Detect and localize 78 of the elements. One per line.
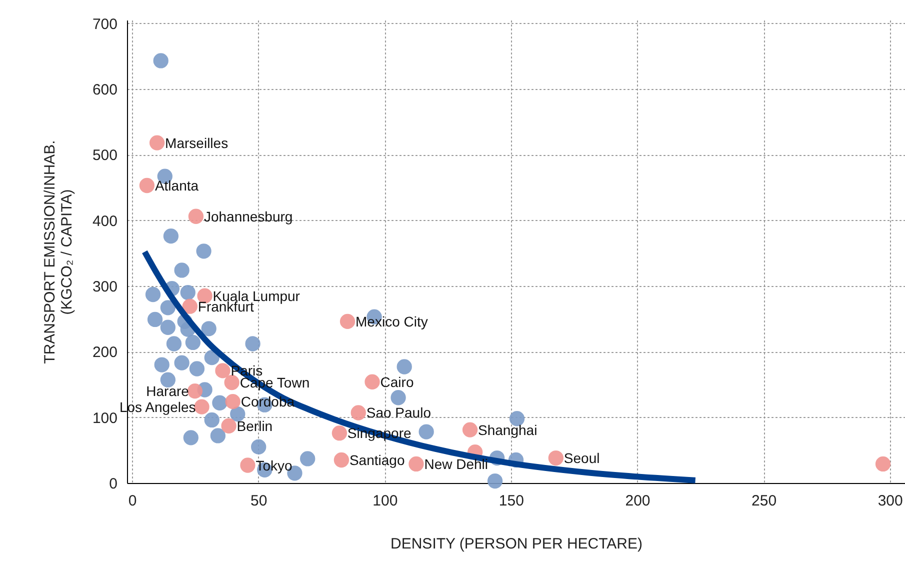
point [174,355,190,370]
point [145,286,161,302]
x-tick-label: 50 [250,492,268,510]
annotation: Sao Paulo [366,404,432,421]
y-tick-label: 700 [92,16,118,33]
point [221,418,236,434]
point [462,422,478,438]
point [396,359,412,374]
x-tick-label: 250 [752,492,777,510]
point [230,406,246,422]
annotation: Atlanta [154,178,199,194]
y-tick-label: 300 [92,278,118,296]
annotation: Harare [146,383,190,400]
annotation: Mexico City [356,313,428,330]
point [149,135,165,150]
point [153,53,168,68]
point [390,390,406,406]
point [154,357,170,372]
annotation: Santiago [349,452,405,468]
y-tick-label: 500 [92,147,118,164]
y-axis-title: TRANSPORT EMISSION/INHAB. (KGCO₂ / CAPITA) [41,140,76,364]
point [189,361,205,376]
x-tick-label: 100 [372,492,398,510]
point [875,456,891,472]
point [210,428,226,444]
point [160,372,176,388]
annotation: Johannesburg [204,208,293,224]
point [215,363,230,378]
point [187,383,203,399]
annotation: Seoul [564,450,600,466]
x-tick-label: 150 [498,492,524,510]
point [340,314,356,330]
point [139,178,155,194]
annotation: Cairo [380,374,414,390]
point [224,374,240,390]
x-tick-label: 200 [625,492,650,510]
point [204,412,220,428]
annotation: Berlin [236,418,273,434]
annotation: New Dehli [424,456,488,472]
annotation: Shanghai [478,422,538,438]
point [332,426,348,441]
point [487,473,503,489]
point [300,451,316,466]
point [185,334,201,350]
annotation: Marseilles [165,134,228,151]
point [182,298,198,314]
y-tick-label: 0 [109,476,118,492]
point [180,284,196,300]
y-tick-label: 200 [92,344,118,362]
annotation: Tokyo [256,457,293,474]
point [334,452,350,468]
point [163,228,179,244]
point [350,405,366,420]
point [183,430,198,446]
point [147,312,163,328]
point [201,321,216,336]
x-tick-label: 0 [128,492,137,510]
x-tick-label: 300 [878,492,903,510]
point [418,424,434,440]
point [160,320,176,335]
point [174,262,190,278]
point [225,394,240,410]
point [196,244,212,259]
point [166,336,182,352]
x-axis-title: DENSITY (PERSON PER HECTARE) [390,536,642,552]
point [194,399,210,414]
point [251,439,266,454]
point [408,456,424,472]
point [548,450,564,466]
point [160,300,176,316]
point [364,374,380,390]
point [240,458,256,473]
point [212,395,228,410]
y-tick-label: 100 [92,410,118,427]
y-tick-label: 600 [92,81,118,98]
point [245,336,260,352]
point [188,208,204,224]
y-tick-label: 400 [92,212,118,230]
